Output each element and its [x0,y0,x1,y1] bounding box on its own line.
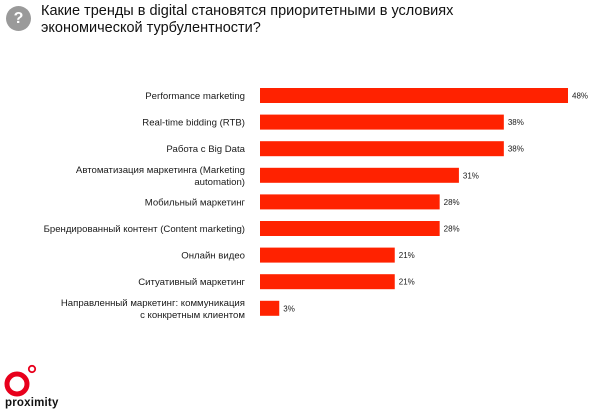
category-label-line: Real-time bidding (RTB) [142,118,245,129]
category-label-line: Работа с Big Data [166,144,245,155]
question-icon: ? [6,6,31,31]
proximity-logo-icon [4,364,37,397]
category-label-line: Брендированный контент (Content marketin… [44,224,245,235]
value-label-1: 48% [572,92,588,101]
value-label-7: 21% [399,251,415,260]
category-label-4: Автоматизация маркетинга (Marketing autom… [76,165,245,188]
bar-3 [260,141,504,157]
category-label-6: Брендированный контент (Content marketin… [44,224,245,235]
value-label-3: 38% [508,145,524,154]
category-label-line: Ситуативный маркетинг [138,277,245,288]
category-label-7: Онлайн видео [181,251,245,262]
bar-1 [260,88,568,103]
value-label-9: 3% [283,304,295,313]
category-label-5: Мобильный маркетинг [145,197,246,208]
category-label-line: Онлайн видео [181,251,245,262]
bar-4 [260,167,459,183]
bar-9 [260,300,280,316]
category-label-line: Performance marketing [145,91,245,102]
value-label-4: 31% [463,171,479,180]
brand-name: proximity [5,397,59,409]
value-label-2: 38% [508,118,524,127]
category-label-line: Мобильный маркетинг [145,197,246,208]
bar-6 [260,221,440,236]
category-label-3: Работа с Big Data [166,144,245,155]
category-label-8: Ситуативный маркетинг [138,277,245,288]
category-label-line: automation) [194,177,245,188]
bar-2 [260,114,504,130]
category-label-line: Направленный маркетинг: коммуникация [61,298,245,309]
category-label-line: Автоматизация маркетинга (Marketing [76,165,245,176]
value-label-6: 28% [444,225,460,234]
title-line-1: Какие тренды в digital становятся приори… [41,3,454,19]
value-label-5: 28% [444,198,460,207]
category-label-line: с конкретным клиентом [140,310,245,321]
bar-8 [260,274,395,290]
category-label-2: Real-time bidding (RTB) [142,118,245,129]
bar-7 [260,247,395,263]
value-label-8: 21% [399,278,415,287]
category-label-1: Performance marketing [145,91,245,102]
bar-5 [260,194,440,210]
chart-title: Какие тренды в digital становятся приори… [41,3,561,37]
category-label-9: Направленный маркетинг: коммуникация с ко… [61,298,245,321]
title-line-2: экономической турбулентности? [41,20,261,36]
